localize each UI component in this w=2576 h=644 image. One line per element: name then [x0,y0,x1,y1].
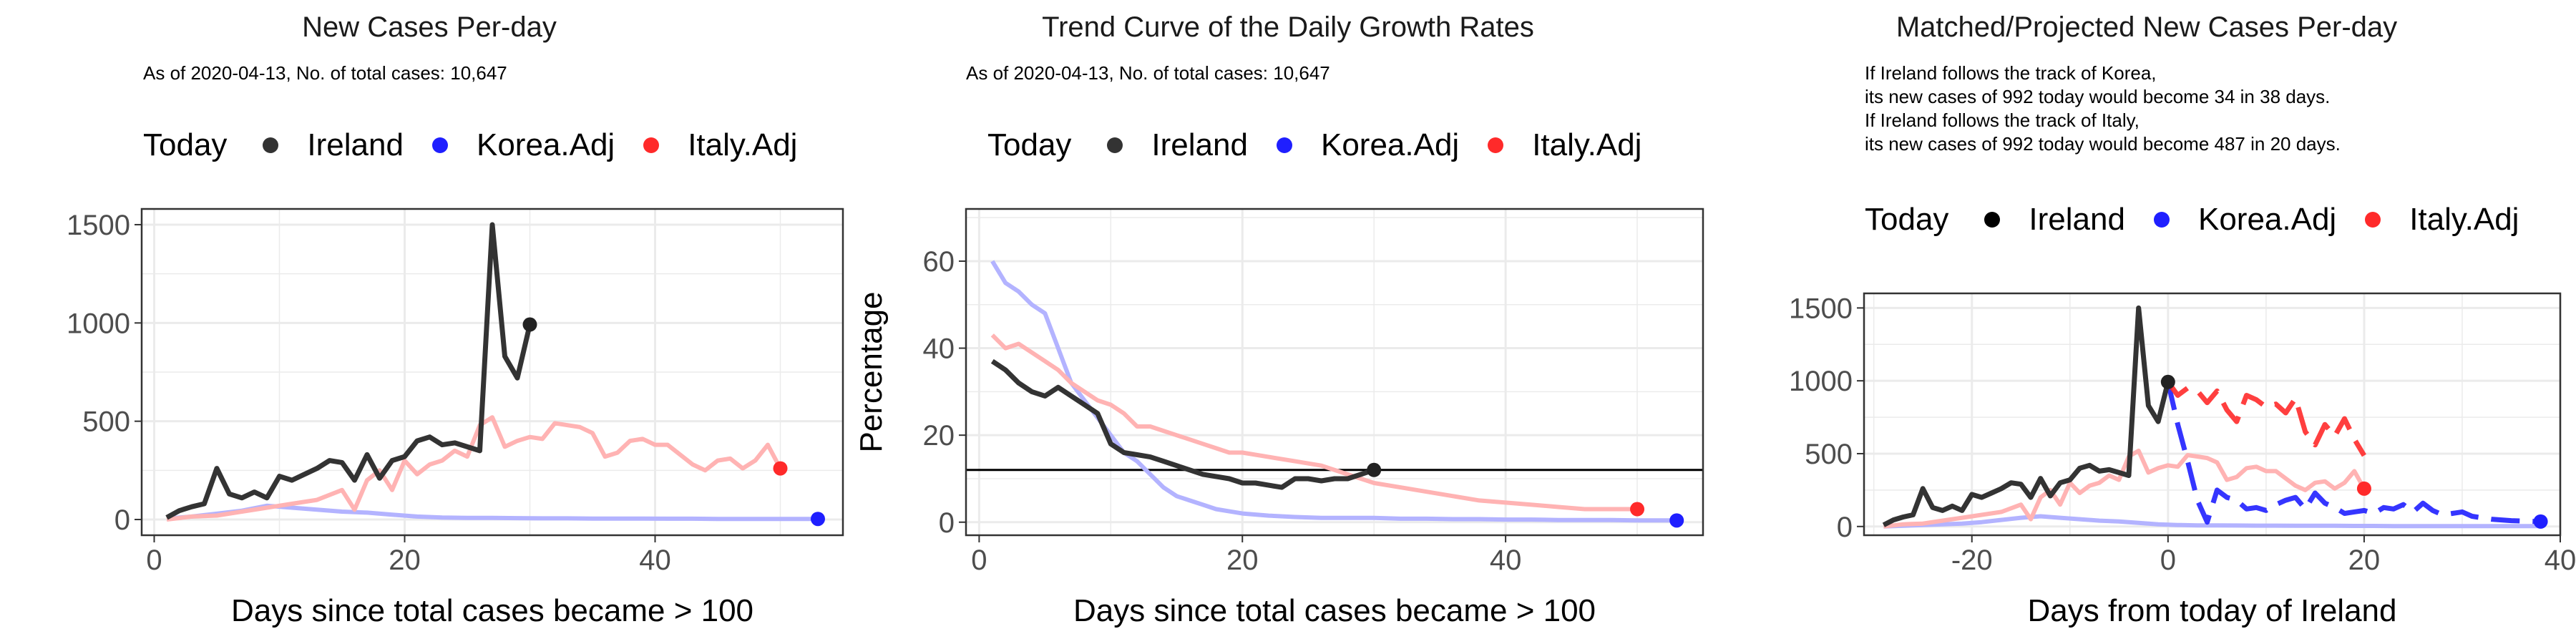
legend-label: Korea.Adj [2197,202,2337,237]
panel-subtitle-line: If Ireland follows the track of Italy, [1865,109,2140,131]
legend-title: Today [1865,202,1949,237]
legend-item-italy: Italy.Adj [643,127,797,163]
x-tick-label: 0 [2160,545,2176,576]
chart-matched-projected: -20 0 20 40 0 500 1000 1500 Days from today of I… [1789,292,2576,628]
endpoint-italy-adj [1630,502,1645,517]
series-line-italy-adj-matched [1883,448,2366,529]
ireland-dot-icon [1107,137,1123,153]
plot-background [966,209,1703,535]
series-line-ireland [990,358,1375,490]
y-tick-label: 0 [939,507,955,539]
korea-dot-icon [2153,212,2170,228]
panel-subtitle-line: If Ireland follows the track of Korea, [1865,62,2157,84]
legend-item-korea: Korea.Adj [431,127,615,163]
endpoint-korea-adj [2533,514,2548,529]
endpoint-italy-adj [773,461,788,476]
legend-label: Korea.Adj [1320,127,1460,162]
legend: Today Ireland Korea.Adj Italy.Adj [1865,202,2547,238]
x-tick-label: 0 [971,545,987,576]
x-axis-label: Days since total cases became > 100 [231,593,753,628]
x-tick-label: 20 [2348,545,2381,576]
y-tick-label: 1000 [67,308,130,339]
legend-label: Ireland [307,127,404,162]
legend-label: Ireland [1151,127,1248,162]
legend-item-ireland: Ireland [263,127,404,163]
chart-new-cases: 0 20 40 0 500 1000 1500 Days since total cases … [67,208,844,628]
x-tick-label: 20 [1226,545,1259,576]
y-tick-label: 0 [1837,512,1853,543]
x-axis-label: Days from today of Ireland [2027,593,2396,628]
x-tick-label: 40 [639,545,671,576]
x-tick-label: 20 [389,545,421,576]
chart-growth-rates: 0 20 40 0 20 40 60 Days since total cases becam… [854,208,1704,628]
panel-title: Trend Curve of the Daily Growth Rates [1042,11,1534,43]
legend-item-ireland: Ireland [1984,202,2125,238]
series-line-korea-adj [2165,381,2541,525]
legend-item-korea: Korea.Adj [2153,202,2337,238]
y-tick-label: 0 [114,504,130,536]
panel-subtitle: As of 2020-04-13, No. of total cases: 10… [143,62,507,84]
x-tick-label: 0 [146,545,162,576]
y-tick-label: 500 [1805,439,1853,470]
plot-frame [1863,292,2562,537]
y-tick-label: 1500 [1789,293,1853,324]
y-axis-label: Percentage [854,291,889,452]
x-tick-label: 40 [1490,545,1522,576]
y-tick-label: 60 [923,246,955,278]
italy-dot-icon [1488,137,1504,153]
endpoint-italy-adj [2356,481,2371,496]
legend-label: Italy.Adj [688,127,798,162]
legend-item-ireland: Ireland [1107,127,1248,163]
italy-dot-icon [643,137,660,153]
endpoint-ireland [2160,374,2175,389]
legend-label: Ireland [2029,202,2125,237]
series-line-italy-adj [2165,380,2366,457]
legend-title: Today [987,127,1072,162]
legend: Today Ireland Korea.Adj Italy.Adj [143,127,826,163]
endpoint-ireland [522,317,537,332]
korea-dot-icon [1276,137,1292,153]
series-line-ireland [165,222,532,520]
x-tick-label: 40 [2545,545,2576,576]
legend-item-italy: Italy.Adj [2365,202,2519,238]
legend-item-korea: Korea.Adj [1276,127,1460,163]
legend-label: Korea.Adj [476,127,615,162]
panel-subtitle-line: its new cases of 992 today would become … [1865,86,2331,107]
ireland-dot-icon [263,137,279,153]
plot-frame [965,208,1704,537]
legend-label: Italy.Adj [2409,202,2519,237]
y-tick-label: 500 [82,406,130,438]
x-tick-label: -20 [1951,545,1993,576]
y-tick-label: 1500 [67,210,130,241]
legend-title: Today [143,127,228,162]
x-axis-label: Days since total cases became > 100 [1073,593,1596,628]
series-line-italy-adj [166,415,783,522]
panel-title: New Cases Per-day [302,11,557,43]
panel-subtitle: As of 2020-04-13, No. of total cases: 10… [966,62,1330,84]
y-tick-label: 20 [923,420,955,452]
y-tick-label: 40 [923,333,955,365]
legend-label: Italy.Adj [1532,127,1642,162]
series-line-ireland [1882,305,2171,527]
y-tick-label: 1000 [1789,366,1853,397]
panel-new-cases: New Cases Per-day As of 2020-04-13, No. … [0,0,859,644]
ireland-dot-icon [1984,212,2001,228]
legend-item-italy: Italy.Adj [1488,127,1641,163]
legend: Today Ireland Korea.Adj Italy.Adj [987,127,1670,163]
series-line-korea-adj-matched [1883,514,2541,529]
panel-growth-rates: Trend Curve of the Daily Growth Rates As… [854,0,1717,644]
endpoint-korea-adj [811,512,825,527]
endpoint-korea-adj [1669,513,1684,528]
panel-title: Matched/Projected New Cases Per-day [1896,11,2398,43]
panel-matched-projected: Matched/Projected New Cases Per-day If I… [1717,0,2576,644]
endpoint-ireland [1367,462,1382,477]
italy-dot-icon [2365,212,2381,228]
series-line-italy-adj [990,333,1637,512]
plot-frame [140,208,844,537]
korea-dot-icon [431,137,448,153]
panel-subtitle-line: its new cases of 992 today would become … [1865,133,2341,155]
